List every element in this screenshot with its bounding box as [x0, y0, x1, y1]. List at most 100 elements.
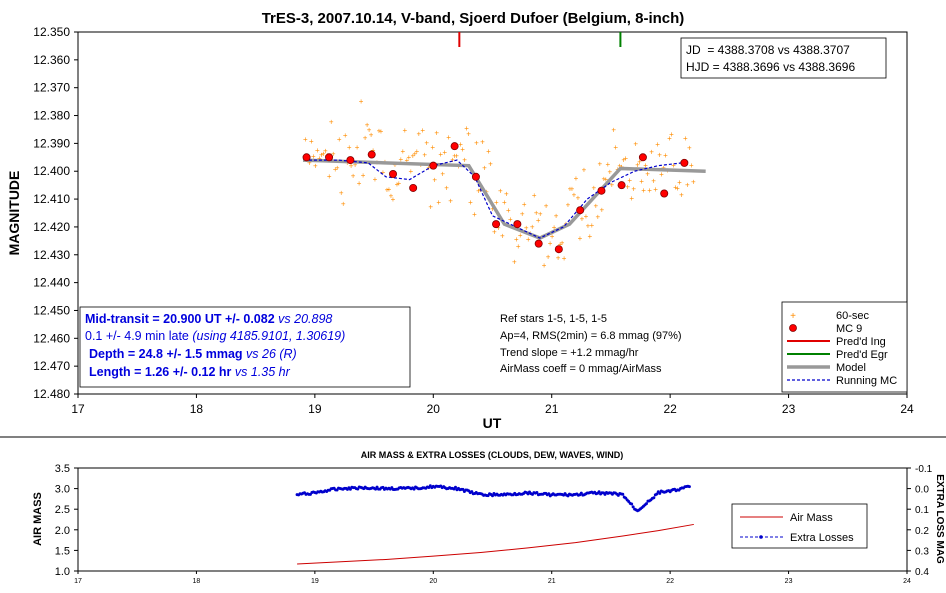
raw-point: + — [315, 146, 320, 155]
y-tick-label: 12.480 — [33, 387, 70, 401]
raw-point: + — [500, 231, 505, 240]
mc9-point — [389, 170, 398, 179]
extra-losses-point — [658, 491, 662, 495]
bottom-y2-axis-label: EXTRA LOSS MAG — [934, 474, 945, 564]
chart-title: TrES-3, 2007.10.14, V-band, Sjoerd Dufoe… — [262, 10, 685, 27]
raw-point: + — [424, 138, 429, 147]
raw-point: + — [397, 179, 402, 188]
raw-point: + — [594, 201, 599, 210]
mc9-point — [367, 150, 376, 159]
y-tick-label: 12.410 — [33, 192, 70, 206]
raw-point: + — [448, 196, 453, 205]
raw-point: + — [365, 120, 370, 129]
raw-point: + — [582, 166, 587, 175]
y-tick-label: 12.380 — [33, 109, 70, 123]
length-line: Length = 1.26 +/- 0.12 hr vs 1.35 hr — [89, 365, 291, 379]
extra-losses-point — [535, 490, 539, 494]
raw-point: + — [649, 147, 654, 156]
legend-item-60sec: + 60-sec — [790, 310, 869, 322]
raw-point: + — [605, 160, 610, 169]
raw-point: + — [474, 139, 479, 148]
raw-point: + — [689, 161, 694, 170]
legend-label-air-mass: Air Mass — [790, 512, 833, 524]
y-tick-label: 12.470 — [33, 359, 70, 373]
legend-item-egress: Pred'd Egr — [787, 349, 888, 361]
raw-point: + — [371, 146, 376, 155]
raw-point: + — [653, 185, 658, 194]
x-tick-label: 22 — [663, 402, 677, 416]
raw-point: + — [532, 191, 537, 200]
raw-point: + — [530, 222, 535, 231]
y-tick-label: 12.450 — [33, 303, 70, 317]
raw-point: + — [482, 164, 487, 173]
bottom-x-tick-label: 17 — [74, 578, 82, 585]
mc9-point — [534, 239, 543, 248]
raw-point: + — [534, 209, 539, 218]
raw-point: + — [401, 147, 406, 156]
raw-point: + — [518, 231, 523, 240]
extra-losses-point — [491, 494, 494, 498]
raw-point: + — [363, 133, 368, 142]
bottom-y2-tick-label: 0.4 — [915, 567, 929, 578]
raw-point: + — [343, 131, 348, 140]
x-axis-ticks: 17 18 19 20 21 22 23 24 — [71, 394, 914, 416]
raw-point: + — [508, 215, 513, 224]
raw-point: + — [669, 130, 674, 139]
extra-losses-point — [412, 487, 416, 491]
raw-point: + — [331, 149, 336, 158]
raw-point: + — [512, 257, 517, 266]
extra-losses-point — [461, 487, 465, 491]
raw-point: + — [395, 180, 400, 189]
raw-point: + — [631, 185, 636, 194]
extra-losses-point — [631, 505, 635, 509]
raw-point: + — [663, 151, 668, 160]
note-airmass: AirMass coeff = 0 mmag/AirMass — [500, 363, 662, 375]
raw-point: + — [444, 183, 449, 192]
x-tick-label: 23 — [782, 402, 796, 416]
depth-value: Depth = 24.8 +/- 1.5 mmag — [89, 347, 243, 361]
mc9-point — [492, 220, 501, 229]
raw-point: + — [353, 161, 358, 170]
legend-item-extra-losses: Extra Losses — [740, 532, 854, 544]
raw-point: + — [452, 151, 457, 160]
raw-point: + — [629, 194, 634, 203]
raw-point: + — [458, 140, 463, 149]
raw-point: + — [617, 161, 622, 170]
mc9-point — [450, 142, 459, 151]
bottom-y2-tick-label: 0.0 — [915, 485, 929, 496]
raw-point: + — [603, 175, 608, 184]
raw-point: + — [367, 126, 372, 135]
legend-label-ingress: Pred'd Ing — [836, 336, 886, 348]
extra-losses-point — [644, 502, 648, 506]
raw-point: + — [333, 165, 338, 174]
raw-point: + — [428, 202, 433, 211]
raw-point: + — [637, 157, 642, 166]
raw-point: + — [476, 187, 481, 196]
extra-losses-points — [295, 484, 691, 513]
bottom-y-axis-label: AIR MASS — [32, 492, 44, 546]
bottom-y2-tick-label: 0.2 — [915, 526, 929, 537]
raw-point: + — [373, 175, 378, 184]
extra-losses-point — [687, 485, 691, 489]
raw-point: + — [538, 209, 543, 218]
length-value: Length = 1.26 +/- 0.12 hr — [89, 365, 232, 379]
raw-point: + — [502, 198, 507, 207]
raw-point: + — [685, 181, 690, 190]
raw-point: + — [494, 198, 499, 207]
raw-point: + — [381, 168, 386, 177]
raw-point: + — [462, 155, 467, 164]
raw-point: + — [609, 181, 614, 190]
y-tick-label: 12.370 — [33, 81, 70, 95]
y-tick-label: 12.350 — [33, 25, 70, 39]
raw-point: + — [675, 184, 680, 193]
note-ap-rms: Ap=4, RMS(2min) = 6.8 mmag (97%) — [500, 330, 682, 342]
raw-point: + — [576, 194, 581, 203]
raw-point: + — [355, 143, 360, 152]
raw-point: + — [607, 167, 612, 176]
raw-point: + — [490, 204, 495, 213]
bottom-x-tick-label: 23 — [785, 578, 793, 585]
raw-point: + — [311, 152, 316, 161]
raw-point: + — [580, 214, 585, 223]
mc9-point — [638, 153, 647, 162]
